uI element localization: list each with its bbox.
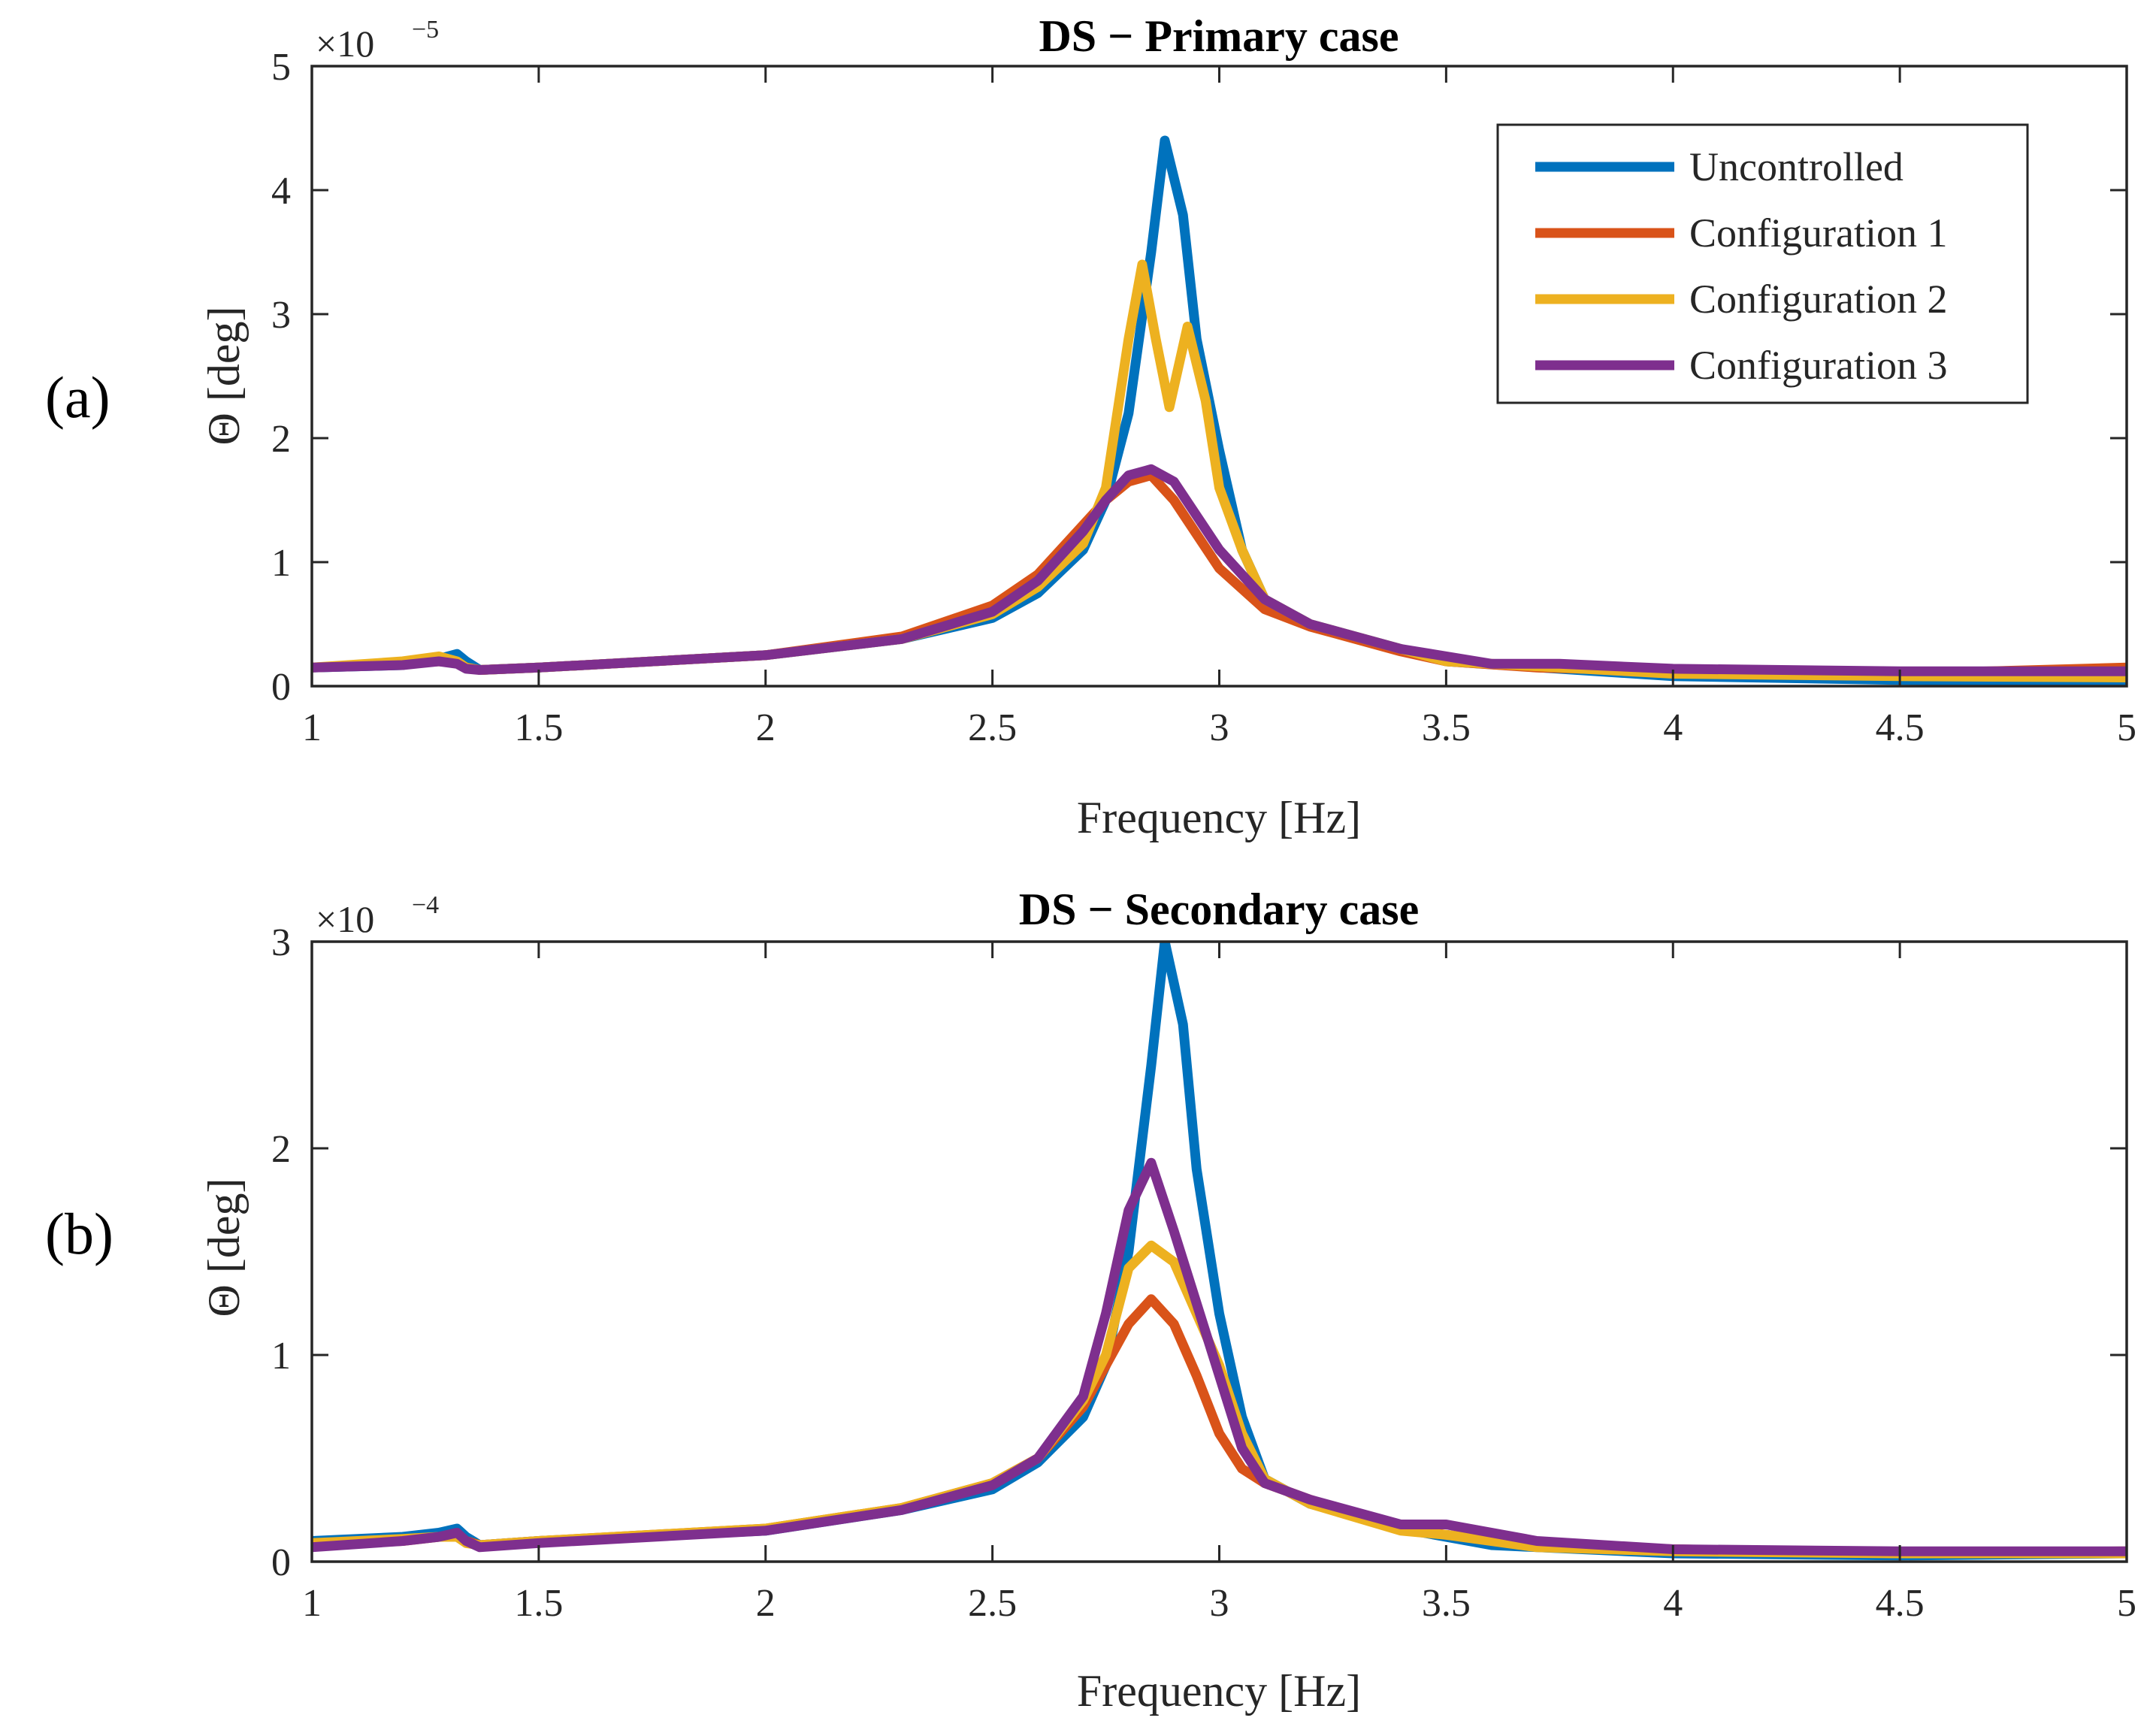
x-tick-label-secondary: 3 [1210, 1582, 1229, 1625]
exponent-power-secondary: −4 [412, 891, 439, 919]
panel-primary-case: (a) DS − Primary case ×10 −5 Frequency [… [45, 11, 2136, 842]
exponent-label-primary: ×10 −5 [316, 16, 439, 65]
y-axis-label-secondary: Θ [deg] [199, 1178, 249, 1317]
y-tick-label-primary: 4 [271, 170, 291, 213]
exponent-base-primary: ×10 [316, 23, 374, 65]
x-tick-label-primary: 4 [1663, 706, 1683, 749]
panel-label-b: (b) [45, 1201, 113, 1266]
x-tick-label-primary: 3 [1210, 706, 1229, 749]
x-tick-label-primary: 4.5 [1876, 706, 1925, 749]
x-tick-label-secondary: 1 [302, 1582, 322, 1625]
chart-title-primary: DS − Primary case [1039, 11, 1399, 61]
x-tick-label-primary: 3.5 [1422, 706, 1471, 749]
legend-label-configuration-1: Configuration 1 [1689, 210, 1947, 256]
x-tick-label-primary: 2 [756, 706, 776, 749]
panel-label-a: (a) [45, 364, 110, 430]
y-tick-label-primary: 5 [271, 46, 291, 89]
exponent-label-secondary: ×10 −4 [316, 891, 439, 940]
x-tick-label-secondary: 2 [756, 1582, 776, 1625]
legend-label-configuration-2: Configuration 2 [1689, 277, 1947, 322]
series-group-secondary [312, 942, 2127, 1561]
series-group-primary [312, 135, 2127, 686]
y-tick-label-secondary: 1 [271, 1335, 291, 1378]
x-tick-label-secondary: 3.5 [1422, 1582, 1471, 1625]
exponent-power-primary: −5 [412, 16, 439, 44]
legend-label-uncontrolled: Uncontrolled [1689, 144, 1904, 189]
axes-box-secondary [312, 942, 2127, 1562]
legend: Uncontrolled Configuration 1 Configuration… [1496, 123, 2029, 404]
y-tick-label-primary: 2 [271, 418, 291, 461]
y-tick-label-primary: 1 [271, 542, 291, 585]
exponent-base-secondary: ×10 [316, 898, 374, 940]
chart-title-secondary: DS − Secondary case [1019, 885, 1420, 934]
x-tick-label-secondary: 1.5 [514, 1582, 563, 1625]
series-line-configuration-3-primary [312, 464, 2127, 676]
x-tick-label-secondary: 5 [2117, 1582, 2136, 1625]
y-tick-label-secondary: 0 [271, 1541, 291, 1584]
x-tick-label-primary: 5 [2117, 706, 2136, 749]
y-tick-label-primary: 0 [271, 666, 291, 709]
x-axis-label-secondary: Frequency [Hz] [1077, 1666, 1361, 1716]
series-line-configuration-3-secondary [312, 1157, 2127, 1556]
x-tick-label-secondary: 4 [1663, 1582, 1683, 1625]
x-tick-label-primary: 2.5 [968, 706, 1017, 749]
y-tick-label-secondary: 2 [271, 1128, 291, 1171]
x-axis-label-primary: Frequency [Hz] [1077, 793, 1361, 842]
y-tick-label-secondary: 3 [271, 921, 291, 964]
y-axis-label-primary: Θ [deg] [199, 307, 249, 446]
x-tick-label-primary: 1.5 [514, 706, 563, 749]
panel-secondary-case: (b) DS − Secondary case ×10 −4 Frequency… [45, 885, 2136, 1716]
x-tick-label-primary: 1 [302, 706, 322, 749]
x-tick-label-secondary: 4.5 [1876, 1582, 1925, 1625]
legend-label-configuration-3: Configuration 3 [1689, 343, 1947, 388]
x-tick-label-secondary: 2.5 [968, 1582, 1017, 1625]
y-tick-label-primary: 3 [271, 294, 291, 337]
